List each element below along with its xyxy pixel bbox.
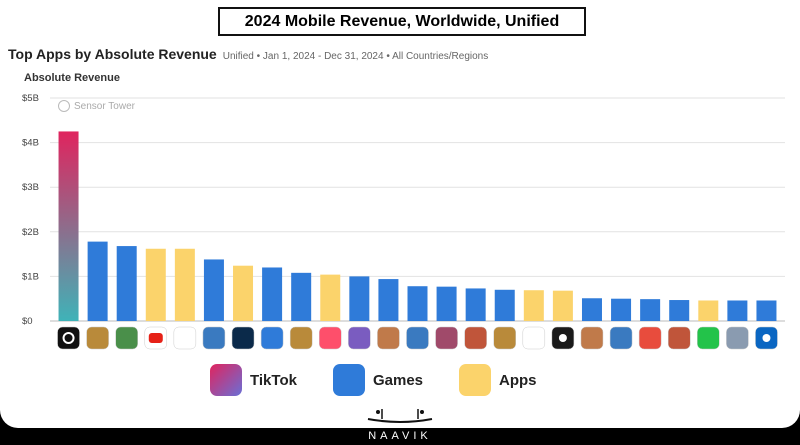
y-tick-label: $5B xyxy=(22,93,39,104)
google-one-icon xyxy=(173,326,197,350)
bar xyxy=(581,298,602,321)
chart-title: Top Apps by Absolute Revenue xyxy=(8,46,217,62)
bar xyxy=(320,274,341,321)
bar xyxy=(349,276,370,321)
chart-heading: Top Apps by Absolute Revenue Unified • Ja… xyxy=(8,46,488,62)
bar xyxy=(640,299,661,321)
bar xyxy=(756,300,777,321)
legend-swatch-apps xyxy=(459,364,492,396)
icon-glyph-mark xyxy=(558,334,567,342)
bar xyxy=(669,300,690,321)
bar xyxy=(523,290,544,321)
y-tick-label: $1B xyxy=(22,271,39,282)
game-icon xyxy=(348,326,371,350)
bar xyxy=(407,286,428,321)
bar xyxy=(291,272,312,321)
tencent-video-icon xyxy=(522,326,546,350)
bar xyxy=(174,248,195,321)
naavik-boat-logo-icon xyxy=(367,409,433,423)
game-icon xyxy=(115,326,138,350)
bar xyxy=(116,246,137,321)
youtube-play-mark xyxy=(148,333,163,343)
legend-item-games: Games xyxy=(332,364,424,396)
banner-title: 2024 Mobile Revenue, Worldwide, Unified xyxy=(218,7,586,36)
sensor-tower-watermark: Sensor Tower xyxy=(58,100,135,112)
legend-item-apps: Apps xyxy=(459,364,537,396)
tiktok-note-mark xyxy=(62,332,75,344)
y-tick-label: $0 xyxy=(22,316,33,327)
bar xyxy=(378,279,399,321)
game-icon xyxy=(493,326,516,350)
bar xyxy=(727,300,748,321)
game-icon xyxy=(202,326,226,350)
legend: TikTok Games Apps xyxy=(210,364,537,396)
sensor-tower-logo-icon xyxy=(58,100,70,112)
game-icon xyxy=(289,326,313,350)
bar xyxy=(465,288,486,321)
game-icon xyxy=(667,326,691,350)
icon-glyph-mark xyxy=(762,334,771,342)
bar xyxy=(494,289,515,321)
game-icon xyxy=(377,326,400,350)
legend-label-games: Games xyxy=(372,371,424,389)
y-tick-label: $4B xyxy=(22,138,39,149)
legend-label-apps: Apps xyxy=(499,371,537,389)
bar xyxy=(436,286,457,321)
bar xyxy=(262,267,283,321)
bar xyxy=(233,265,254,321)
game-icon xyxy=(406,326,429,350)
pokemon-go-icon xyxy=(638,326,662,350)
game-icon xyxy=(435,326,458,350)
bar xyxy=(58,131,79,321)
bar xyxy=(87,241,108,321)
disney-plus-icon xyxy=(231,326,255,350)
bar xyxy=(203,259,224,321)
legend-item-tiktok: TikTok xyxy=(210,364,297,396)
legend-label-tiktok: TikTok xyxy=(250,371,297,389)
chart-panel xyxy=(0,0,800,428)
game-icon xyxy=(609,326,633,350)
legend-swatch-games xyxy=(332,364,365,396)
iqiyi-icon xyxy=(697,326,720,350)
roblox-icon xyxy=(260,326,284,350)
legend-swatch-tiktok xyxy=(210,364,242,396)
watermark-text: Sensor Tower xyxy=(74,100,135,112)
y-axis-label: Absolute Revenue xyxy=(24,72,120,84)
game-icon xyxy=(464,326,487,350)
footer-brand: NAAVIK xyxy=(368,430,432,442)
y-tick-label: $3B xyxy=(22,182,39,193)
game-icon xyxy=(580,326,604,350)
chart-subtitle: Unified • Jan 1, 2024 - Dec 31, 2024 • A… xyxy=(222,51,489,62)
bar xyxy=(698,300,719,321)
bar xyxy=(145,248,166,321)
y-tick-label: $2B xyxy=(22,227,39,238)
tiktok-icon xyxy=(57,326,80,350)
game-icon xyxy=(86,326,109,350)
tinder-icon xyxy=(319,326,342,350)
pubg-icon xyxy=(726,326,749,350)
bar xyxy=(552,290,573,321)
bar xyxy=(611,298,632,321)
